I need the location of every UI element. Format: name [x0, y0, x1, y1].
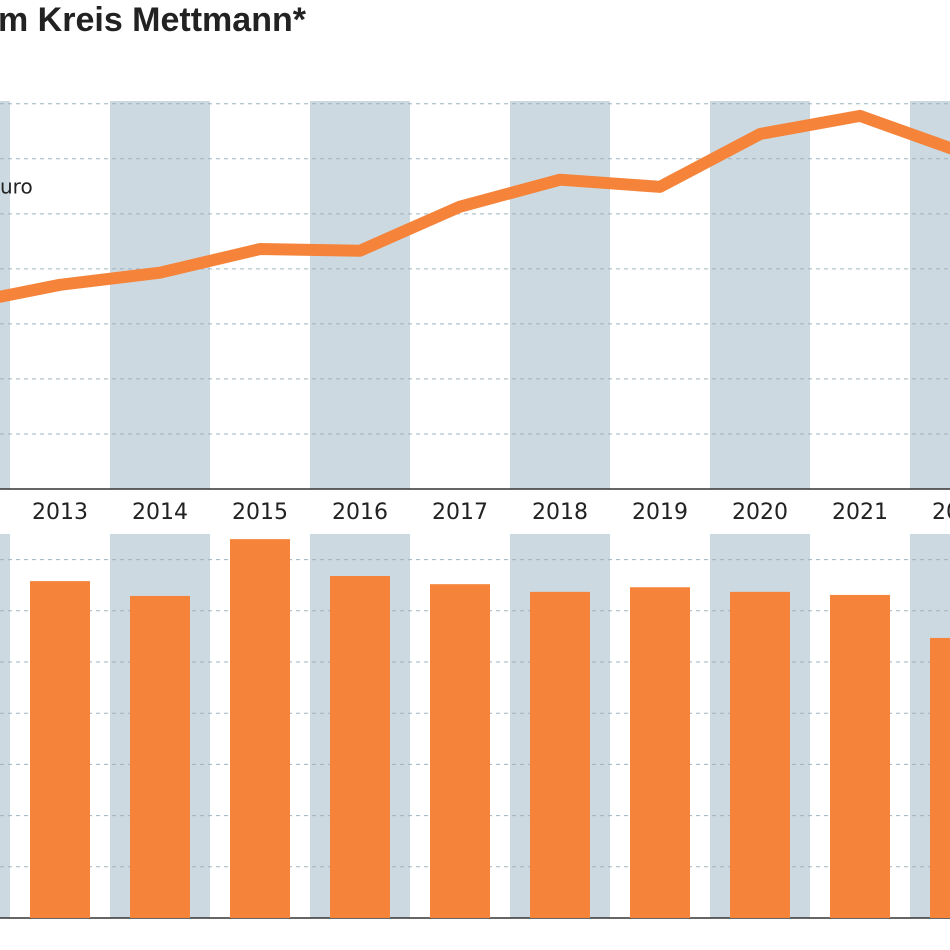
x-tick-label: 2014 — [132, 500, 188, 525]
chart-title: m Kreis Mettmann* — [0, 1, 307, 39]
x-tick-label: 2017 — [432, 500, 488, 525]
band — [510, 101, 610, 489]
band — [310, 101, 410, 489]
bar — [430, 584, 490, 918]
x-tick-label: 2013 — [32, 500, 88, 525]
bar — [130, 595, 190, 918]
bar — [230, 539, 290, 918]
x-tick-label: 2021 — [832, 500, 888, 525]
bar — [330, 575, 390, 918]
x-tick-label: 2020 — [732, 500, 788, 525]
bar — [30, 581, 90, 918]
x-tick-label: 2018 — [532, 500, 588, 525]
annotation: uro — [0, 175, 33, 199]
band — [910, 101, 950, 489]
bar — [930, 637, 950, 918]
x-tick-label: 2016 — [332, 500, 388, 525]
band — [710, 101, 810, 489]
line — [0, 109, 950, 303]
band — [110, 101, 210, 489]
x-tick-label: 2022 — [932, 500, 950, 525]
bar — [730, 591, 790, 918]
band — [0, 534, 10, 918]
x-tick-label: 2015 — [232, 500, 288, 525]
x-tick-label: 2019 — [632, 500, 688, 525]
bar — [830, 594, 890, 918]
bar — [530, 591, 590, 918]
bar — [630, 587, 690, 918]
